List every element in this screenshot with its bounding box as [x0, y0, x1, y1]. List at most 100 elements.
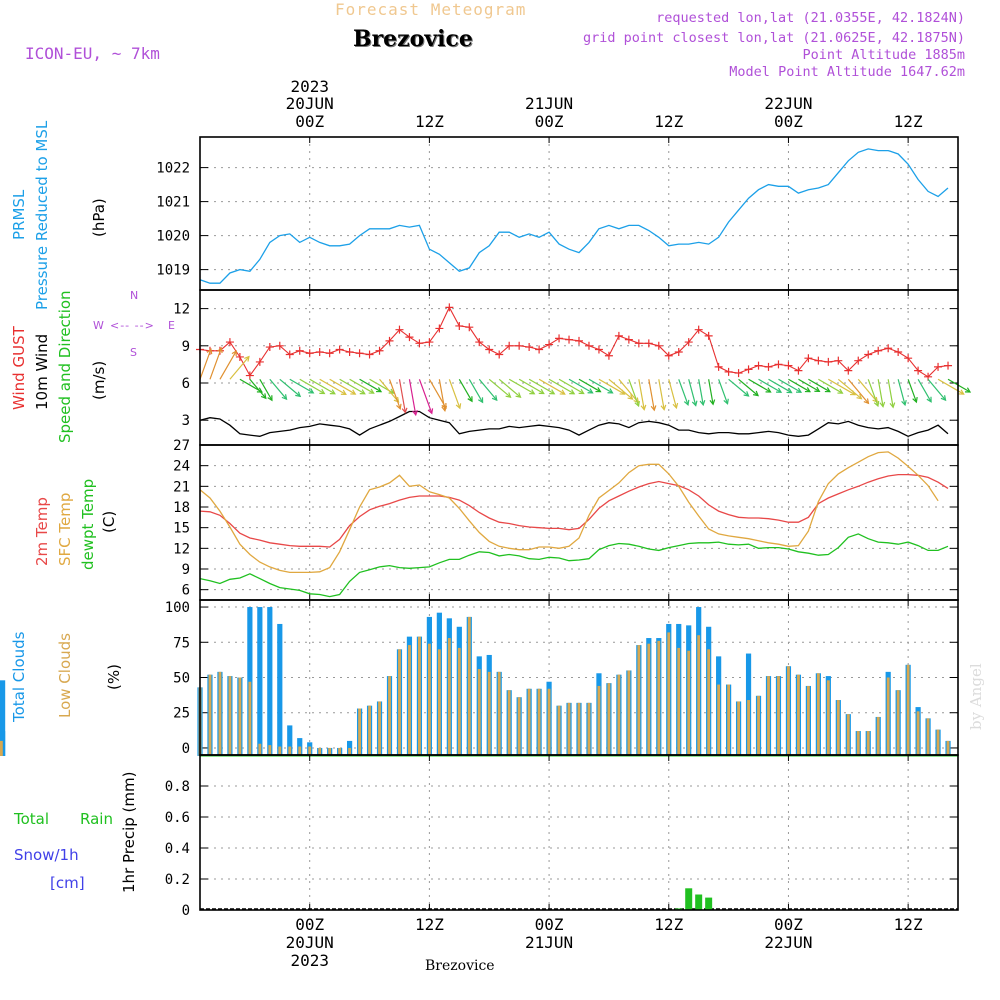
gust-marker	[545, 340, 554, 349]
wind-arrow	[648, 379, 655, 411]
top-axis-hour: 12Z	[654, 112, 683, 131]
wind-arrow	[259, 378, 273, 401]
low-cloud-bar	[936, 729, 940, 756]
wind-arrow-head	[814, 386, 821, 393]
top-axis-year: 2023	[290, 77, 329, 96]
gust-marker	[704, 331, 713, 340]
y-tick-label: 50	[173, 671, 190, 687]
wind-arrow-head	[804, 387, 812, 393]
gust-marker	[405, 333, 414, 342]
wind-arrow-head	[901, 399, 907, 407]
gust-marker	[594, 345, 603, 354]
low-cloud-bar	[737, 701, 740, 756]
low-cloud-bar	[707, 649, 711, 756]
y-tick-label: 1020	[156, 229, 190, 245]
wind-arrow-head	[633, 397, 640, 404]
bottom-axis-hour: 00Z	[535, 915, 564, 934]
bottom-axis-date: 20JUN	[286, 933, 334, 952]
wind-arrow	[917, 378, 932, 403]
low-cloud-bar	[418, 636, 421, 756]
wind-arrow-head	[340, 389, 347, 396]
low-cloud-bar	[537, 688, 541, 756]
gust-marker	[914, 366, 923, 375]
wind-arrow-head	[595, 387, 602, 393]
low-cloud-bar	[607, 683, 611, 756]
gust-marker	[944, 361, 953, 370]
low-cloud-bar	[747, 700, 750, 756]
wind-arrow-head	[786, 387, 793, 394]
wind-arrow-head	[699, 399, 706, 407]
wind-arrow	[618, 378, 639, 403]
low-cloud-bar	[777, 676, 780, 756]
wind-arrow-head	[940, 395, 947, 402]
low-cloud-bar	[647, 643, 651, 756]
low-cloud-bar	[527, 688, 531, 756]
compass-north: N	[130, 289, 139, 302]
wind-arrow-head	[455, 403, 462, 410]
total-cloud-bar	[277, 623, 283, 756]
low-cloud-bar	[308, 746, 312, 756]
gust-marker	[255, 357, 264, 366]
low-cloud-bar	[467, 616, 471, 756]
series-line-2m-temp	[199, 473, 949, 548]
wind-arrow-head	[359, 389, 366, 395]
wind-arrow	[738, 378, 759, 397]
gust-marker	[854, 356, 863, 365]
wind-arrow	[508, 378, 535, 395]
wind-arrow-head	[753, 390, 759, 397]
gust-marker	[794, 366, 803, 375]
wind-arrow-head	[559, 389, 566, 395]
wind-arrow-head	[607, 388, 614, 394]
wind-arrow-head	[872, 396, 879, 403]
wind-arrow	[598, 378, 625, 395]
gust-marker	[245, 371, 254, 380]
low-cloud-bar	[457, 647, 461, 756]
wind-arrow-head	[912, 396, 918, 404]
wind-arrow	[448, 379, 461, 409]
gust-marker	[305, 349, 314, 358]
low-cloud-bar	[208, 674, 212, 756]
low-cloud-bar	[427, 643, 431, 756]
wind-arrow-head	[491, 395, 498, 402]
footer-station-name: Brezovice	[425, 958, 495, 974]
gust-marker	[814, 356, 823, 365]
low-cloud-bar	[826, 680, 830, 756]
low-cloud-bar	[836, 700, 840, 756]
precip-total-label: Total	[14, 810, 50, 828]
wind-arrow	[768, 378, 792, 394]
wind-arrow	[927, 378, 947, 401]
y-tick-label: 24	[173, 459, 190, 475]
low-cloud-bar	[477, 669, 481, 756]
compass-west: W	[93, 319, 104, 332]
top-axis-hour: 00Z	[295, 112, 324, 131]
wind-arrow-head	[217, 346, 223, 354]
top-axis-date: 22JUN	[764, 94, 812, 113]
low-cloud-bar	[567, 702, 571, 756]
wind-arrow	[488, 378, 511, 398]
low-cloud-bar	[816, 673, 820, 756]
gust-marker	[355, 349, 364, 358]
low-cloud-bar	[806, 685, 810, 756]
y-tick-label: 1019	[156, 263, 190, 279]
low-cloud-bar	[338, 747, 342, 756]
bottom-axis-hour: 12Z	[415, 915, 444, 934]
low-cloud-bar	[856, 731, 860, 756]
wind-arrow	[608, 378, 633, 400]
gust-marker	[624, 335, 633, 344]
wind-arrow-head	[634, 400, 640, 408]
wind-arrow	[867, 379, 879, 407]
wind-arrow	[818, 378, 843, 394]
wind-arrow	[299, 378, 325, 394]
y-tick-label: 1021	[156, 195, 190, 211]
low-cloud-bar	[687, 650, 691, 756]
wind-arrow-head	[329, 389, 336, 395]
gust-marker	[515, 341, 524, 350]
gust-marker	[664, 351, 673, 360]
low-cloud-bar	[767, 676, 770, 756]
gust-marker	[864, 350, 873, 359]
low-cloud-bar	[717, 684, 721, 756]
gust-marker	[435, 324, 444, 333]
compass-south: S	[130, 346, 137, 359]
panel-frame	[199, 444, 959, 601]
wind-arrow	[758, 378, 782, 393]
